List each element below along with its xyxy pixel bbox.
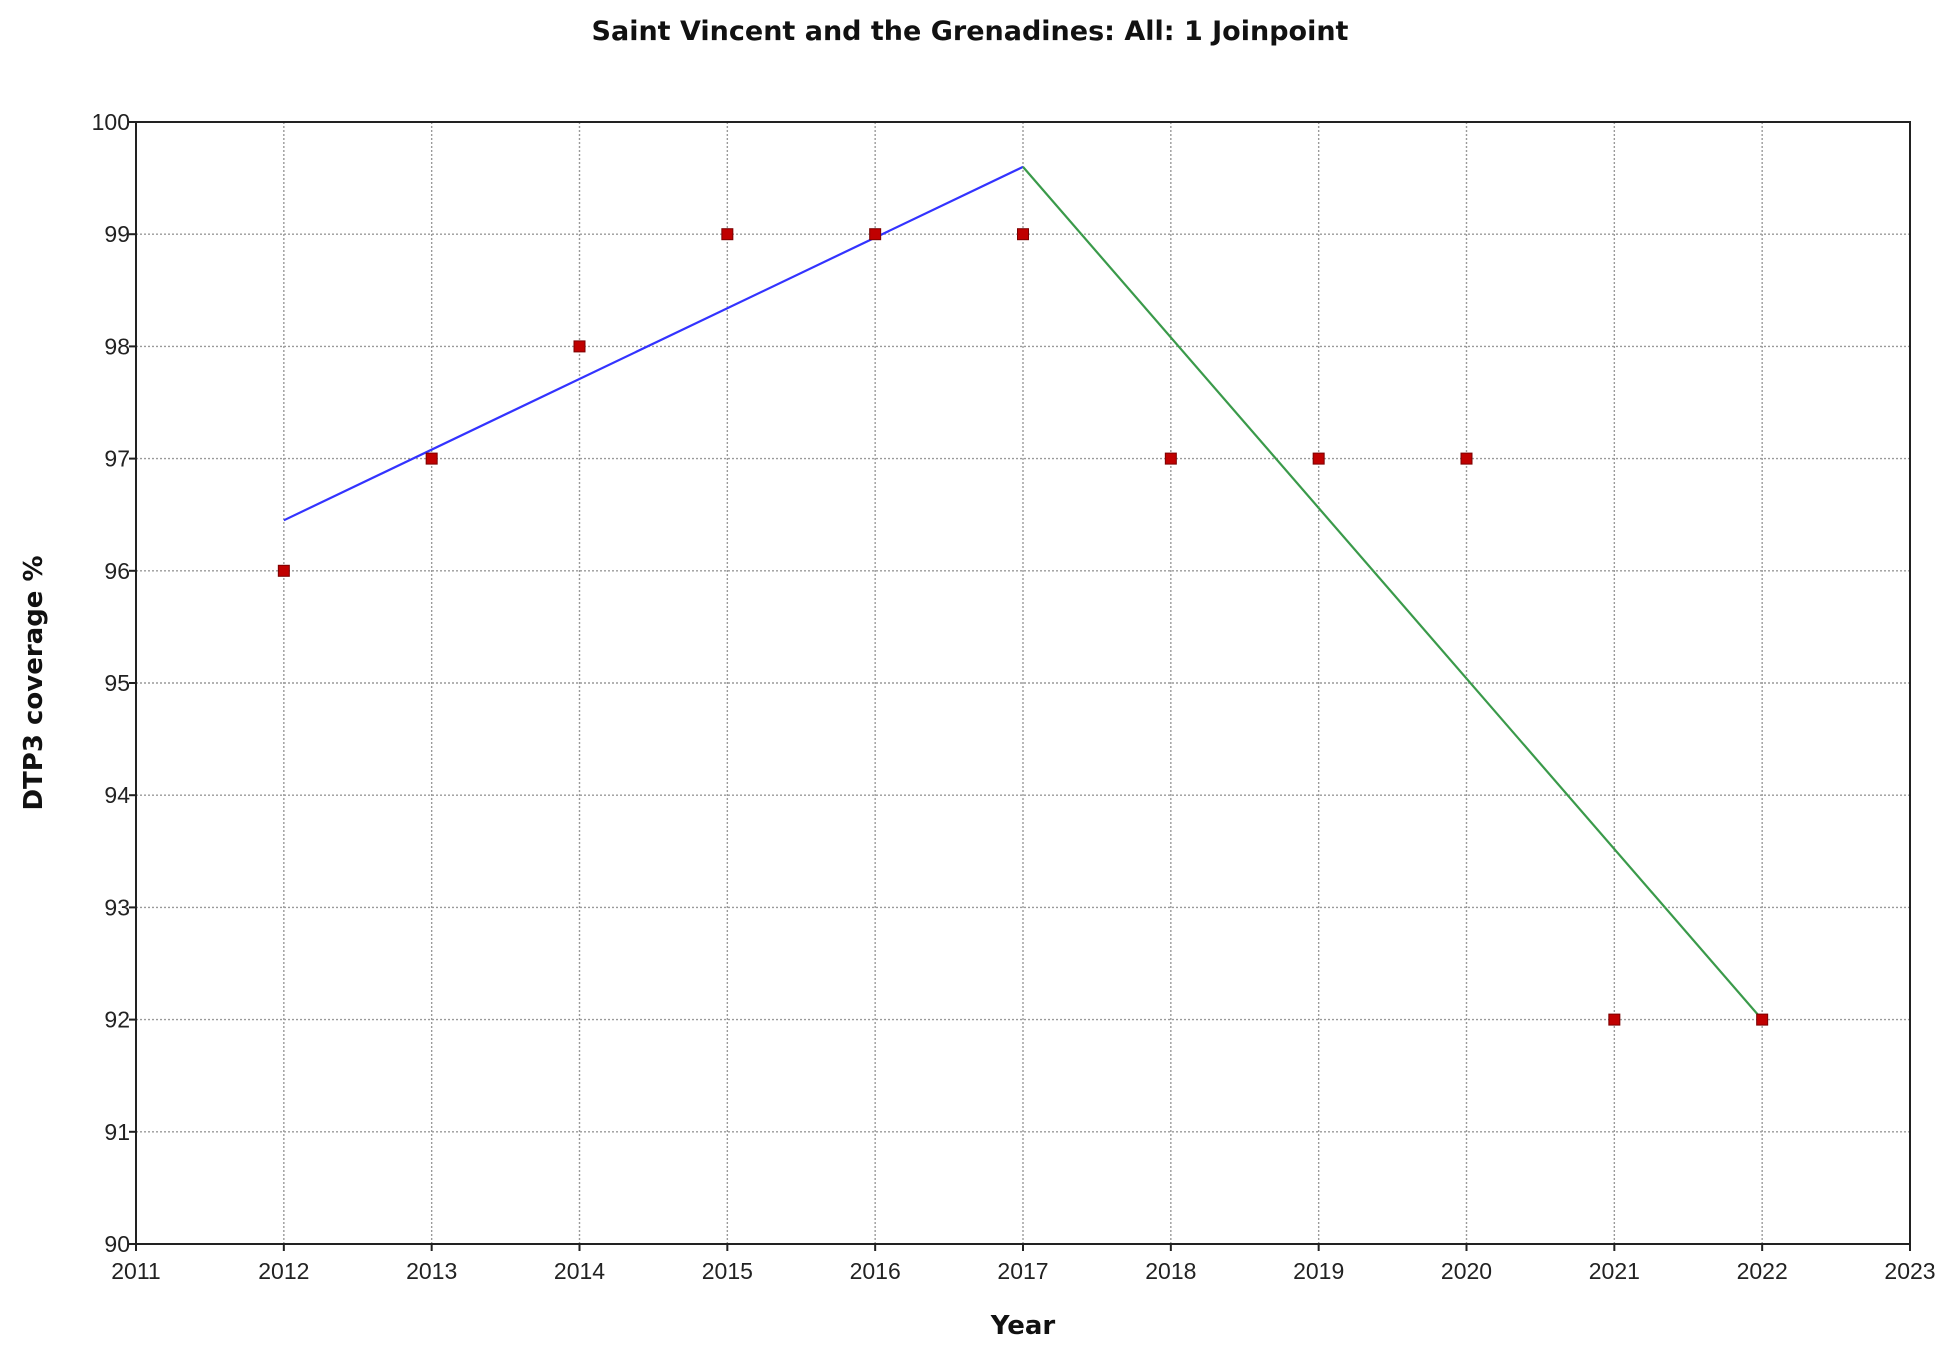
data-point [1164,452,1177,465]
x-tick-label: 2023 [1884,1258,1935,1284]
data-point [1017,228,1029,241]
x-tick-label: 2022 [1737,1258,1788,1284]
x-tick-label: 2014 [554,1258,605,1284]
trend-segment-1 [283,165,1024,522]
y-tick-label: 93 [104,894,130,920]
x-tick-label: 2016 [850,1258,901,1284]
data-point [573,340,586,353]
data-point [1312,452,1325,465]
data-point [1460,452,1473,465]
x-tick-label: 2011 [111,1258,160,1284]
y-tick-label: 98 [104,333,130,359]
data-point [1756,1013,1769,1026]
x-tick-label: 2017 [997,1258,1048,1284]
x-tick-label: 2020 [1441,1258,1492,1284]
data-point [721,228,734,241]
x-tick-label: 2015 [702,1258,753,1284]
x-tick-label: 2013 [406,1258,457,1284]
data-point [425,452,438,465]
x-axis-ticks: 2011 2012 2013 2014 2015 2016 2017 2018 2019 2020… [111,1244,1936,1284]
y-tick-label: 94 [104,782,130,808]
y-axis-label: DTP3 coverage % [19,555,49,810]
y-axis-ticks: 90 91 92 93 94 95 96 97 98 99 100 [92,109,136,1257]
y-tick-label: 99 [104,221,130,247]
x-tick-label: 2021 [1589,1258,1640,1284]
y-tick-label: 95 [104,670,130,696]
trend-segment-2 [1022,166,1763,1021]
x-tick-label: 2019 [1293,1258,1344,1284]
data-point [277,564,290,577]
chart-title: Saint Vincent and the Grenadines: All: 1… [592,16,1349,47]
y-tick-label: 90 [104,1231,130,1257]
y-tick-label: 96 [104,558,130,584]
data-point [869,228,882,241]
data-point [1608,1013,1621,1026]
grid-lines [136,122,1910,1244]
y-tick-label: 92 [104,1007,130,1033]
observed-points [277,228,1769,1026]
y-tick-label: 100 [92,109,130,135]
x-tick-label: 2018 [1145,1258,1196,1284]
trend-segments [283,165,1763,1021]
x-axis-label: Year [990,1311,1056,1341]
y-tick-label: 91 [104,1119,130,1145]
y-tick-label: 97 [104,446,130,472]
x-tick-label: 2012 [258,1258,309,1284]
